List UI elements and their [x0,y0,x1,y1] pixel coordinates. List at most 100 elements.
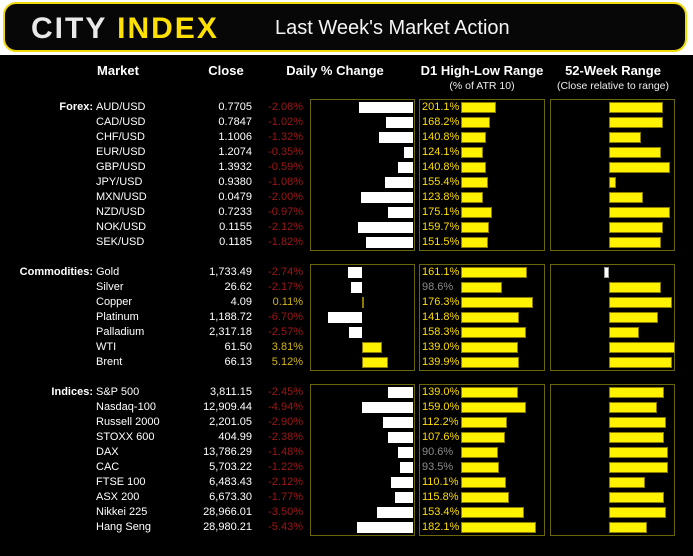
d1-range-bar [461,357,519,368]
market-name: NZD/USD [96,206,145,218]
table-row: MXN/USD 0.0479 -2.00% 123.8% [0,190,693,205]
table-row: JPY/USD 0.9380 -1.08% 155.4% [0,175,693,190]
52week-range-bar [609,492,665,503]
close-value: 0.7705 [218,101,252,113]
close-value: 28,980.21 [203,521,252,533]
d1-range-bar [461,492,509,503]
d1-range-label: 112.2% [422,416,459,428]
table-row: Forex: AUD/USD 0.7705 -2.08% 201.1% [0,100,693,115]
d1-range-bar [461,192,483,203]
daily-change-value: -5.43% [268,521,303,533]
d1-range-bar [461,507,524,518]
d1-range-bar [461,132,486,143]
d1-range-label: 139.9% [422,356,460,368]
daily-change-bar [357,522,413,533]
daily-change-value: -2.57% [268,326,303,338]
d1-range-label: 159.0% [422,401,460,413]
d1-range-label: 155.4% [422,176,460,188]
daily-change-value: -1.02% [268,116,303,128]
market-name: Brent [96,356,123,368]
d1-range-label: 107.6% [422,431,460,443]
52week-range-bar [609,327,640,338]
d1-range-bar [461,402,527,413]
d1-range-label: 140.8% [422,131,460,143]
daily-change-bar [358,102,413,113]
close-value: 1,188.72 [209,311,252,323]
d1-range-bar [461,282,502,293]
d1-range-bar [461,522,536,533]
daily-change-bar [350,282,362,293]
table-row: FTSE 100 6,483.43 -2.12% 110.1% [0,475,693,490]
52week-range-bar [609,477,645,488]
52week-range-bar [609,402,657,413]
market-name: Platinum [96,311,139,323]
d1-range-label: 139.0% [422,386,460,398]
market-name: GBP/USD [96,161,146,173]
group-label [0,145,93,160]
group-label [0,235,93,250]
group-label [0,460,93,475]
close-value: 6,673.30 [209,491,252,503]
52week-range-bar [609,462,669,473]
market-name: EUR/USD [96,146,146,158]
table-row: Commodities: Gold 1,733.49 -2.74% 161.1% [0,265,693,280]
d1-range-bar [461,327,526,338]
d1-range-label: 159.7% [422,221,460,233]
d1-range-label: 175.1% [422,206,460,218]
market-name: CAD/USD [96,116,146,128]
52week-range-bar [609,147,661,158]
d1-range-label: 140.8% [422,161,460,173]
daily-change-bar [386,117,413,128]
column-subheader-52week-range: (Close relative to range) [556,80,670,92]
group-label [0,505,93,520]
market-name: Gold [96,266,120,278]
daily-change-value: -3.50% [268,506,303,518]
group-label [0,160,93,175]
group-label: Commodities: [19,266,93,278]
daily-change-bar [403,147,413,158]
daily-change-value: -4.94% [268,401,303,413]
52week-range-bar [609,117,664,128]
d1-range-bar [461,387,519,398]
market-name: S&P 500 [96,386,140,398]
52week-range-bar [609,432,665,443]
group-label [0,355,93,370]
daily-change-bar [347,267,362,278]
d1-range-label: 98.6% [422,281,454,293]
52week-range-bar [609,312,658,323]
daily-change-value: -2.17% [268,281,303,293]
column-header-52week-range: 52-Week Range [565,63,661,78]
52week-range-bar [609,297,673,308]
group-label [0,445,93,460]
52week-range-bar [609,192,644,203]
close-value: 5,703.22 [209,461,252,473]
close-value: 6,483.43 [209,476,252,488]
d1-range-label: 158.3% [422,326,460,338]
daily-change-bar [362,342,382,353]
group-label [0,280,93,295]
logo-city-text: CITY [31,12,107,45]
group-label: Forex: [59,101,93,113]
daily-change-value: -2.12% [268,221,303,233]
table-row: GBP/USD 1.3932 -0.59% 140.8% [0,160,693,175]
daily-change-bar [391,477,413,488]
d1-range-label: 110.1% [422,476,459,488]
group-label [0,175,93,190]
daily-change-value: 0.11% [272,296,303,308]
group-label [0,295,93,310]
market-name: AUD/USD [96,101,146,113]
market-name: Silver [96,281,124,293]
table-row: DAX 13,786.29 -1.48% 90.6% [0,445,693,460]
close-value: 0.1185 [219,236,252,248]
52week-range-bar [609,507,666,518]
table-row: STOXX 600 404.99 -2.38% 107.6% [0,430,693,445]
d1-range-bar [461,222,489,233]
table-row: CHF/USD 1.1006 -1.32% 140.8% [0,130,693,145]
52week-range-bar [609,162,670,173]
d1-range-label: 176.3% [422,296,460,308]
market-name: STOXX 600 [96,431,155,443]
d1-range-bar [461,312,520,323]
table-row: NZD/USD 0.7233 -0.97% 175.1% [0,205,693,220]
52week-range-bar [609,387,665,398]
d1-range-bar [461,207,492,218]
